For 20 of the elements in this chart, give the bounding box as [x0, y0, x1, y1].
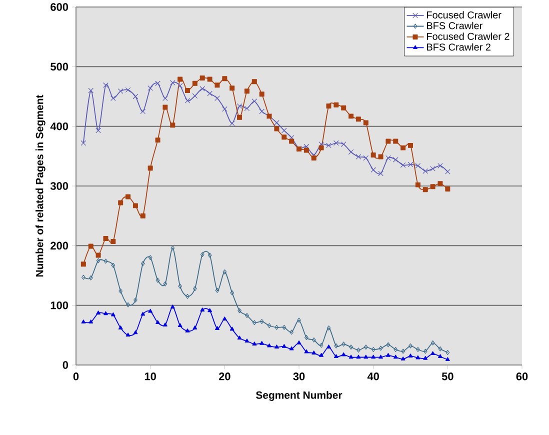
- y-tick-label: 0: [62, 361, 68, 369]
- y-tick-label: 500: [50, 62, 68, 71]
- legend-label: Focused Crawler 2: [427, 32, 510, 40]
- x-tick-label: 50: [442, 372, 454, 380]
- x-tick-label: 40: [367, 372, 379, 380]
- x-tick-label: 0: [73, 372, 79, 380]
- legend-label: BFS Crawler 2: [427, 43, 490, 51]
- x-tick-label: 60: [516, 372, 528, 380]
- y-axis-title: Number of related Pages in Segment: [36, 94, 46, 277]
- y-tick-label: 200: [50, 242, 68, 250]
- y-tick-label: 400: [50, 122, 68, 130]
- y-tick-label: 300: [50, 182, 68, 190]
- x-tick-label: 20: [218, 372, 230, 380]
- y-tick-label: 100: [50, 301, 68, 310]
- y-tick-label: 600: [50, 3, 68, 11]
- x-tick-label: 10: [144, 372, 156, 380]
- legend-label: Focused Crawler: [427, 11, 502, 18]
- legend-label: BFS Crawler: [427, 22, 482, 30]
- x-tick-label: 30: [293, 372, 305, 380]
- x-axis-title: Segment Number: [256, 391, 342, 401]
